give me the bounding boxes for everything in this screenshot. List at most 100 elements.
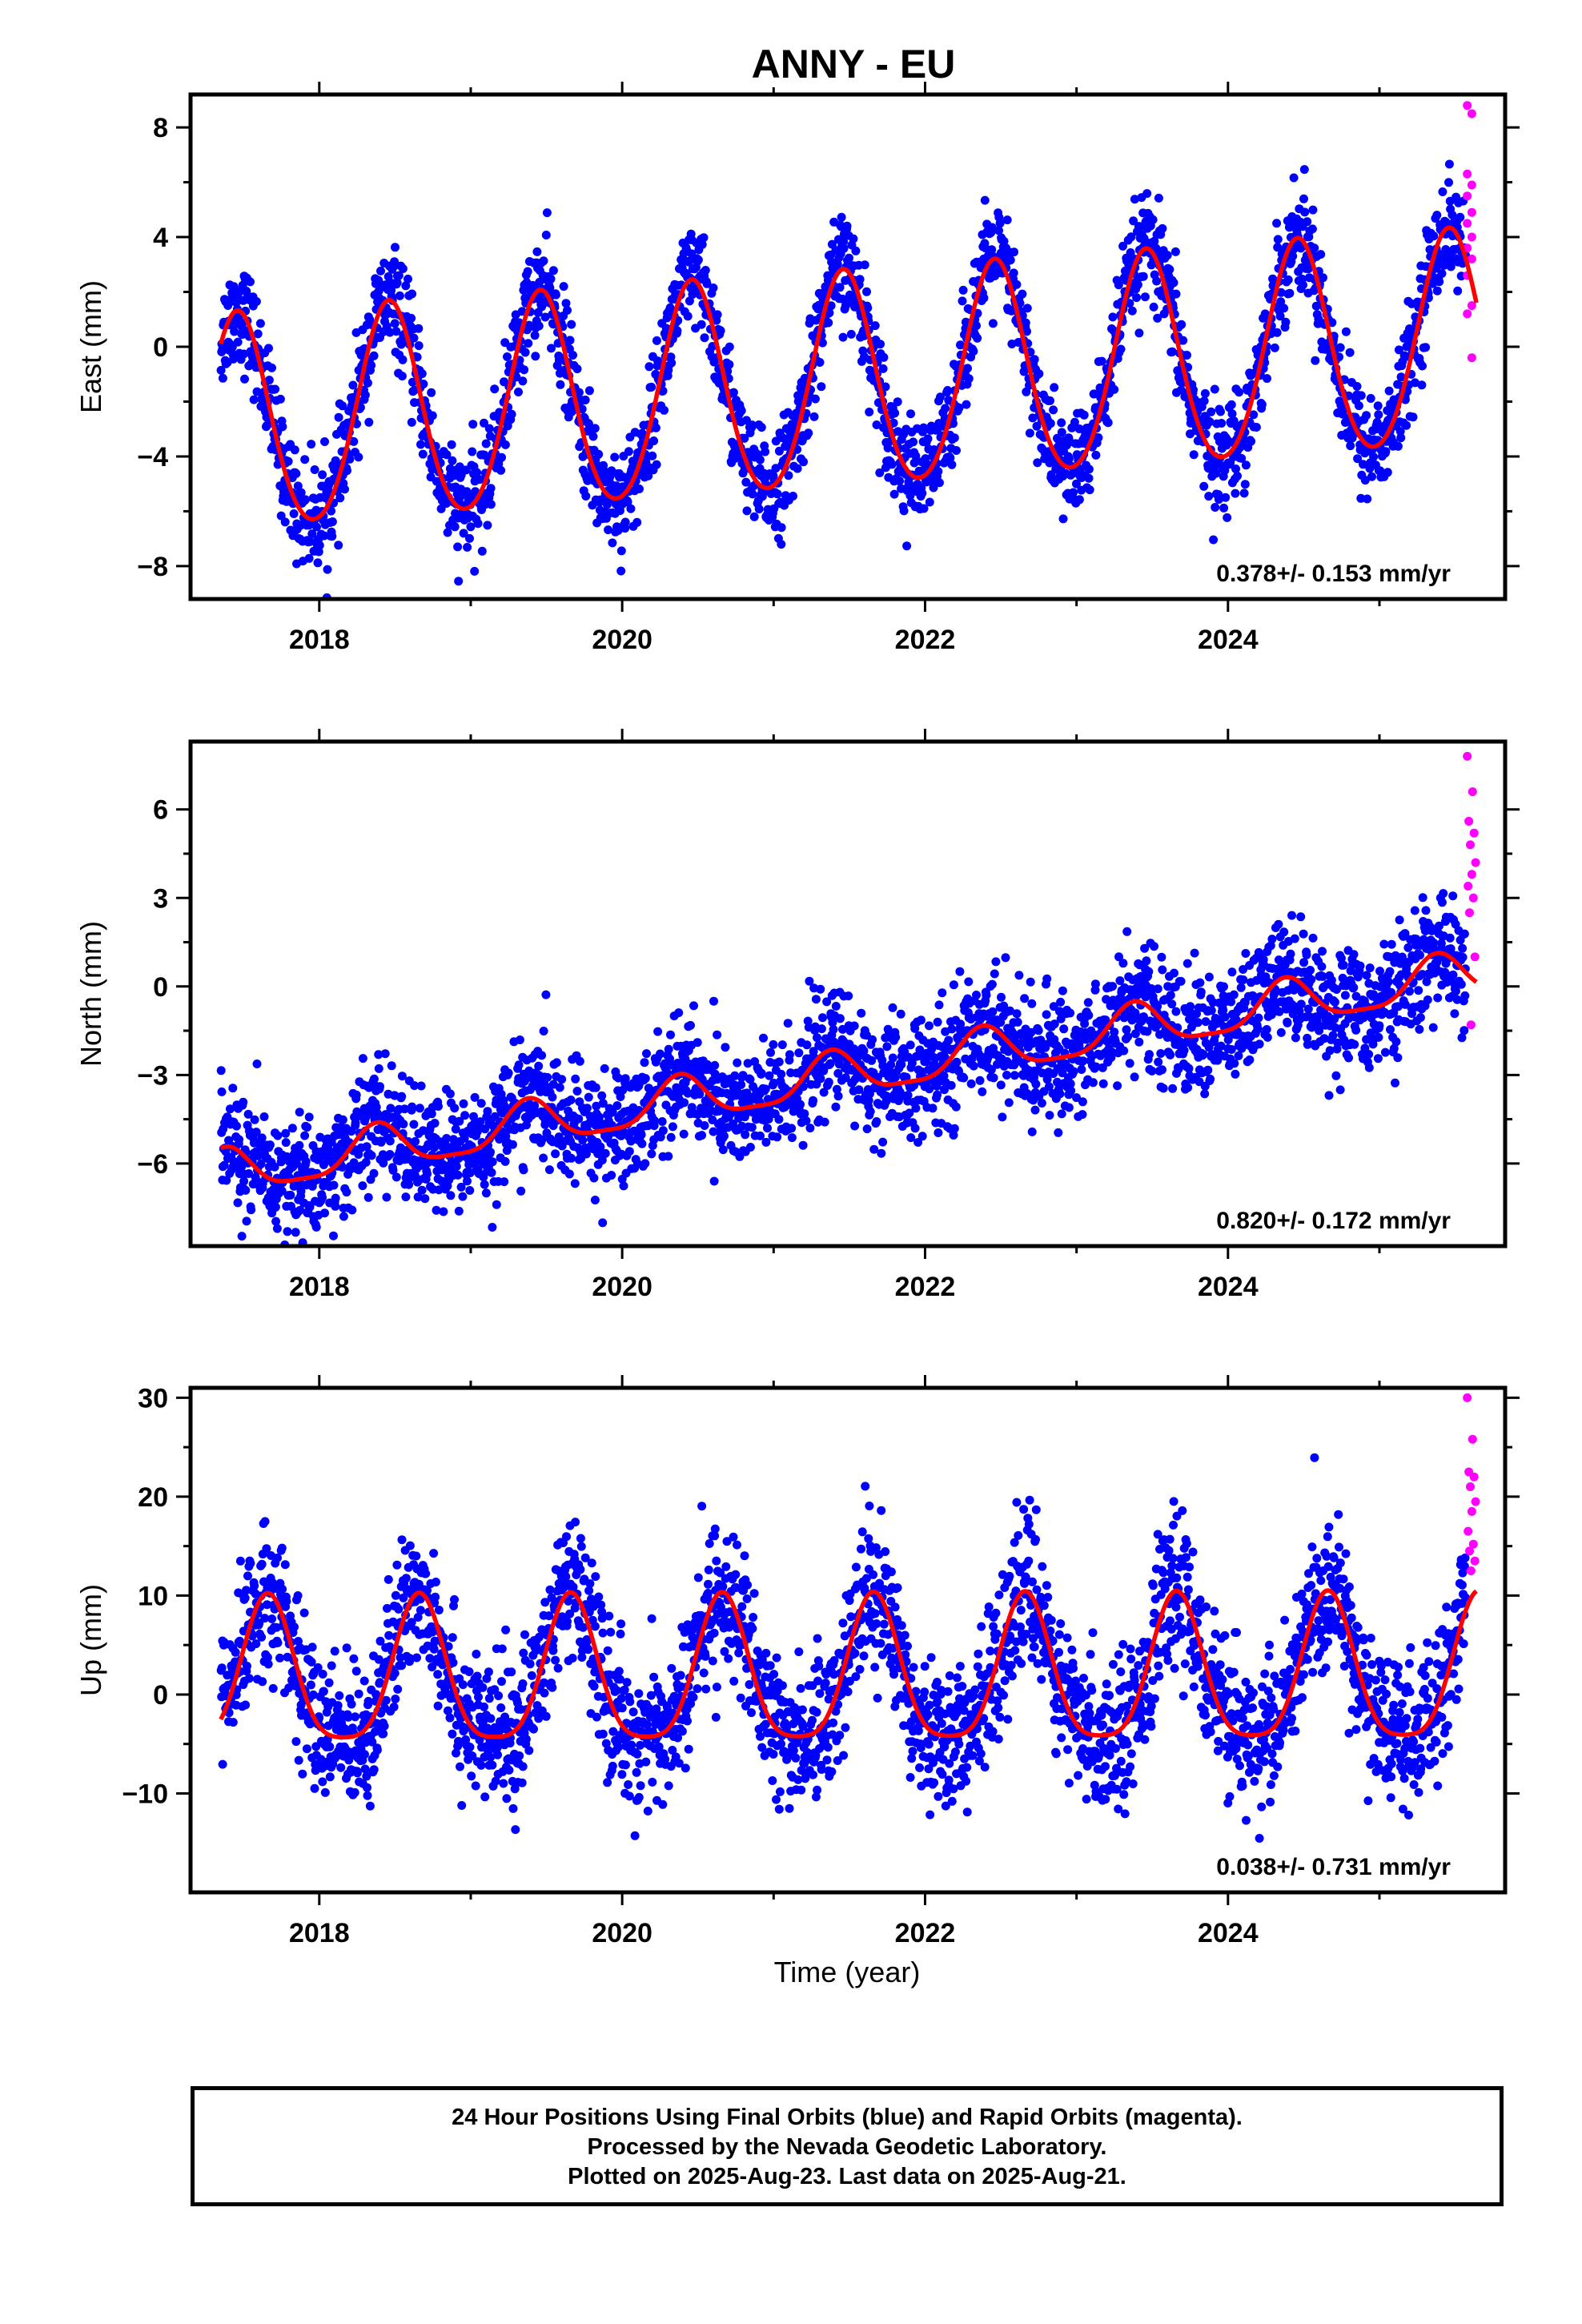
final-point [640, 1159, 650, 1168]
final-point [401, 1192, 411, 1202]
final-point [1308, 205, 1318, 215]
final-point [789, 492, 797, 501]
final-point [987, 979, 997, 989]
final-point [367, 1151, 376, 1160]
final-point [624, 447, 633, 456]
final-point [870, 321, 880, 331]
final-point [988, 319, 998, 328]
final-point [923, 434, 933, 444]
final-point [1084, 464, 1094, 474]
final-point [620, 1074, 630, 1084]
final-point [952, 446, 961, 455]
final-point [657, 1117, 667, 1126]
final-point [417, 369, 427, 379]
final-point [996, 1080, 1006, 1090]
final-point [1070, 417, 1079, 427]
final-point [347, 1205, 357, 1215]
final-point [520, 365, 529, 375]
final-point [664, 1152, 673, 1161]
final-point [648, 451, 657, 460]
final-point [757, 492, 767, 501]
final-point [1098, 1079, 1108, 1088]
rapid-point [1463, 101, 1472, 111]
final-point [275, 394, 285, 404]
final-point [700, 333, 709, 343]
final-point [773, 489, 782, 499]
final-point [619, 1181, 628, 1191]
final-point [251, 297, 261, 306]
final-point [407, 313, 416, 323]
final-point [1444, 159, 1454, 169]
final-point [649, 436, 659, 445]
final-point [774, 1057, 784, 1067]
final-point [909, 458, 919, 468]
final-point [607, 1171, 616, 1180]
final-point [239, 1097, 248, 1107]
final-point [391, 327, 401, 336]
final-point [247, 1205, 256, 1215]
final-point [1134, 328, 1144, 338]
final-point [1211, 468, 1221, 478]
final-point [796, 1100, 805, 1109]
final-point [748, 489, 757, 499]
final-point [1356, 493, 1366, 503]
final-point [650, 1116, 659, 1125]
final-point [602, 500, 612, 509]
final-point [644, 362, 654, 372]
final-point [348, 380, 358, 390]
final-point [295, 1140, 304, 1150]
rapid-point [1463, 309, 1472, 319]
final-point [232, 1121, 241, 1131]
final-point [539, 1153, 548, 1163]
final-point [414, 324, 424, 333]
final-point [530, 331, 540, 340]
final-point [1083, 998, 1093, 1007]
final-point [1270, 343, 1279, 352]
final-point [1239, 489, 1249, 498]
final-point [1285, 288, 1295, 298]
final-point [620, 517, 630, 527]
final-point [798, 1140, 808, 1150]
final-point [919, 504, 929, 513]
final-point [1237, 453, 1247, 463]
final-point [718, 1145, 728, 1155]
final-point [1110, 384, 1119, 394]
final-point [1356, 391, 1366, 400]
final-point [725, 360, 734, 369]
final-point [933, 1017, 942, 1027]
final-point [1307, 224, 1317, 234]
final-point [865, 408, 874, 416]
final-point [1132, 293, 1142, 303]
final-point [626, 504, 636, 513]
final-point [685, 296, 694, 306]
final-point [785, 1050, 794, 1059]
final-point [259, 1112, 269, 1121]
final-point [401, 281, 411, 291]
final-point [1010, 247, 1018, 257]
final-point [281, 1128, 291, 1138]
final-point [567, 1153, 576, 1163]
final-point [1241, 460, 1251, 470]
final-point [1227, 400, 1236, 409]
final-point [930, 445, 939, 454]
final-point [689, 1001, 698, 1011]
final-point [1200, 1089, 1210, 1099]
figure-title: ANNY - EU [752, 42, 956, 86]
final-point [278, 422, 287, 432]
final-point [635, 485, 644, 493]
final-point [270, 1162, 279, 1172]
final-point [666, 1030, 675, 1039]
final-orbit-series [216, 159, 1470, 599]
final-point [398, 355, 408, 364]
final-point [1384, 386, 1394, 396]
final-point [623, 497, 632, 507]
final-point [674, 1008, 684, 1018]
final-point [1279, 304, 1289, 313]
final-point [351, 1090, 361, 1100]
final-point [480, 418, 488, 428]
final-point [548, 1092, 557, 1102]
final-point [1064, 454, 1074, 464]
final-point [600, 1148, 610, 1158]
final-point [652, 460, 661, 469]
final-point [1010, 1071, 1019, 1080]
